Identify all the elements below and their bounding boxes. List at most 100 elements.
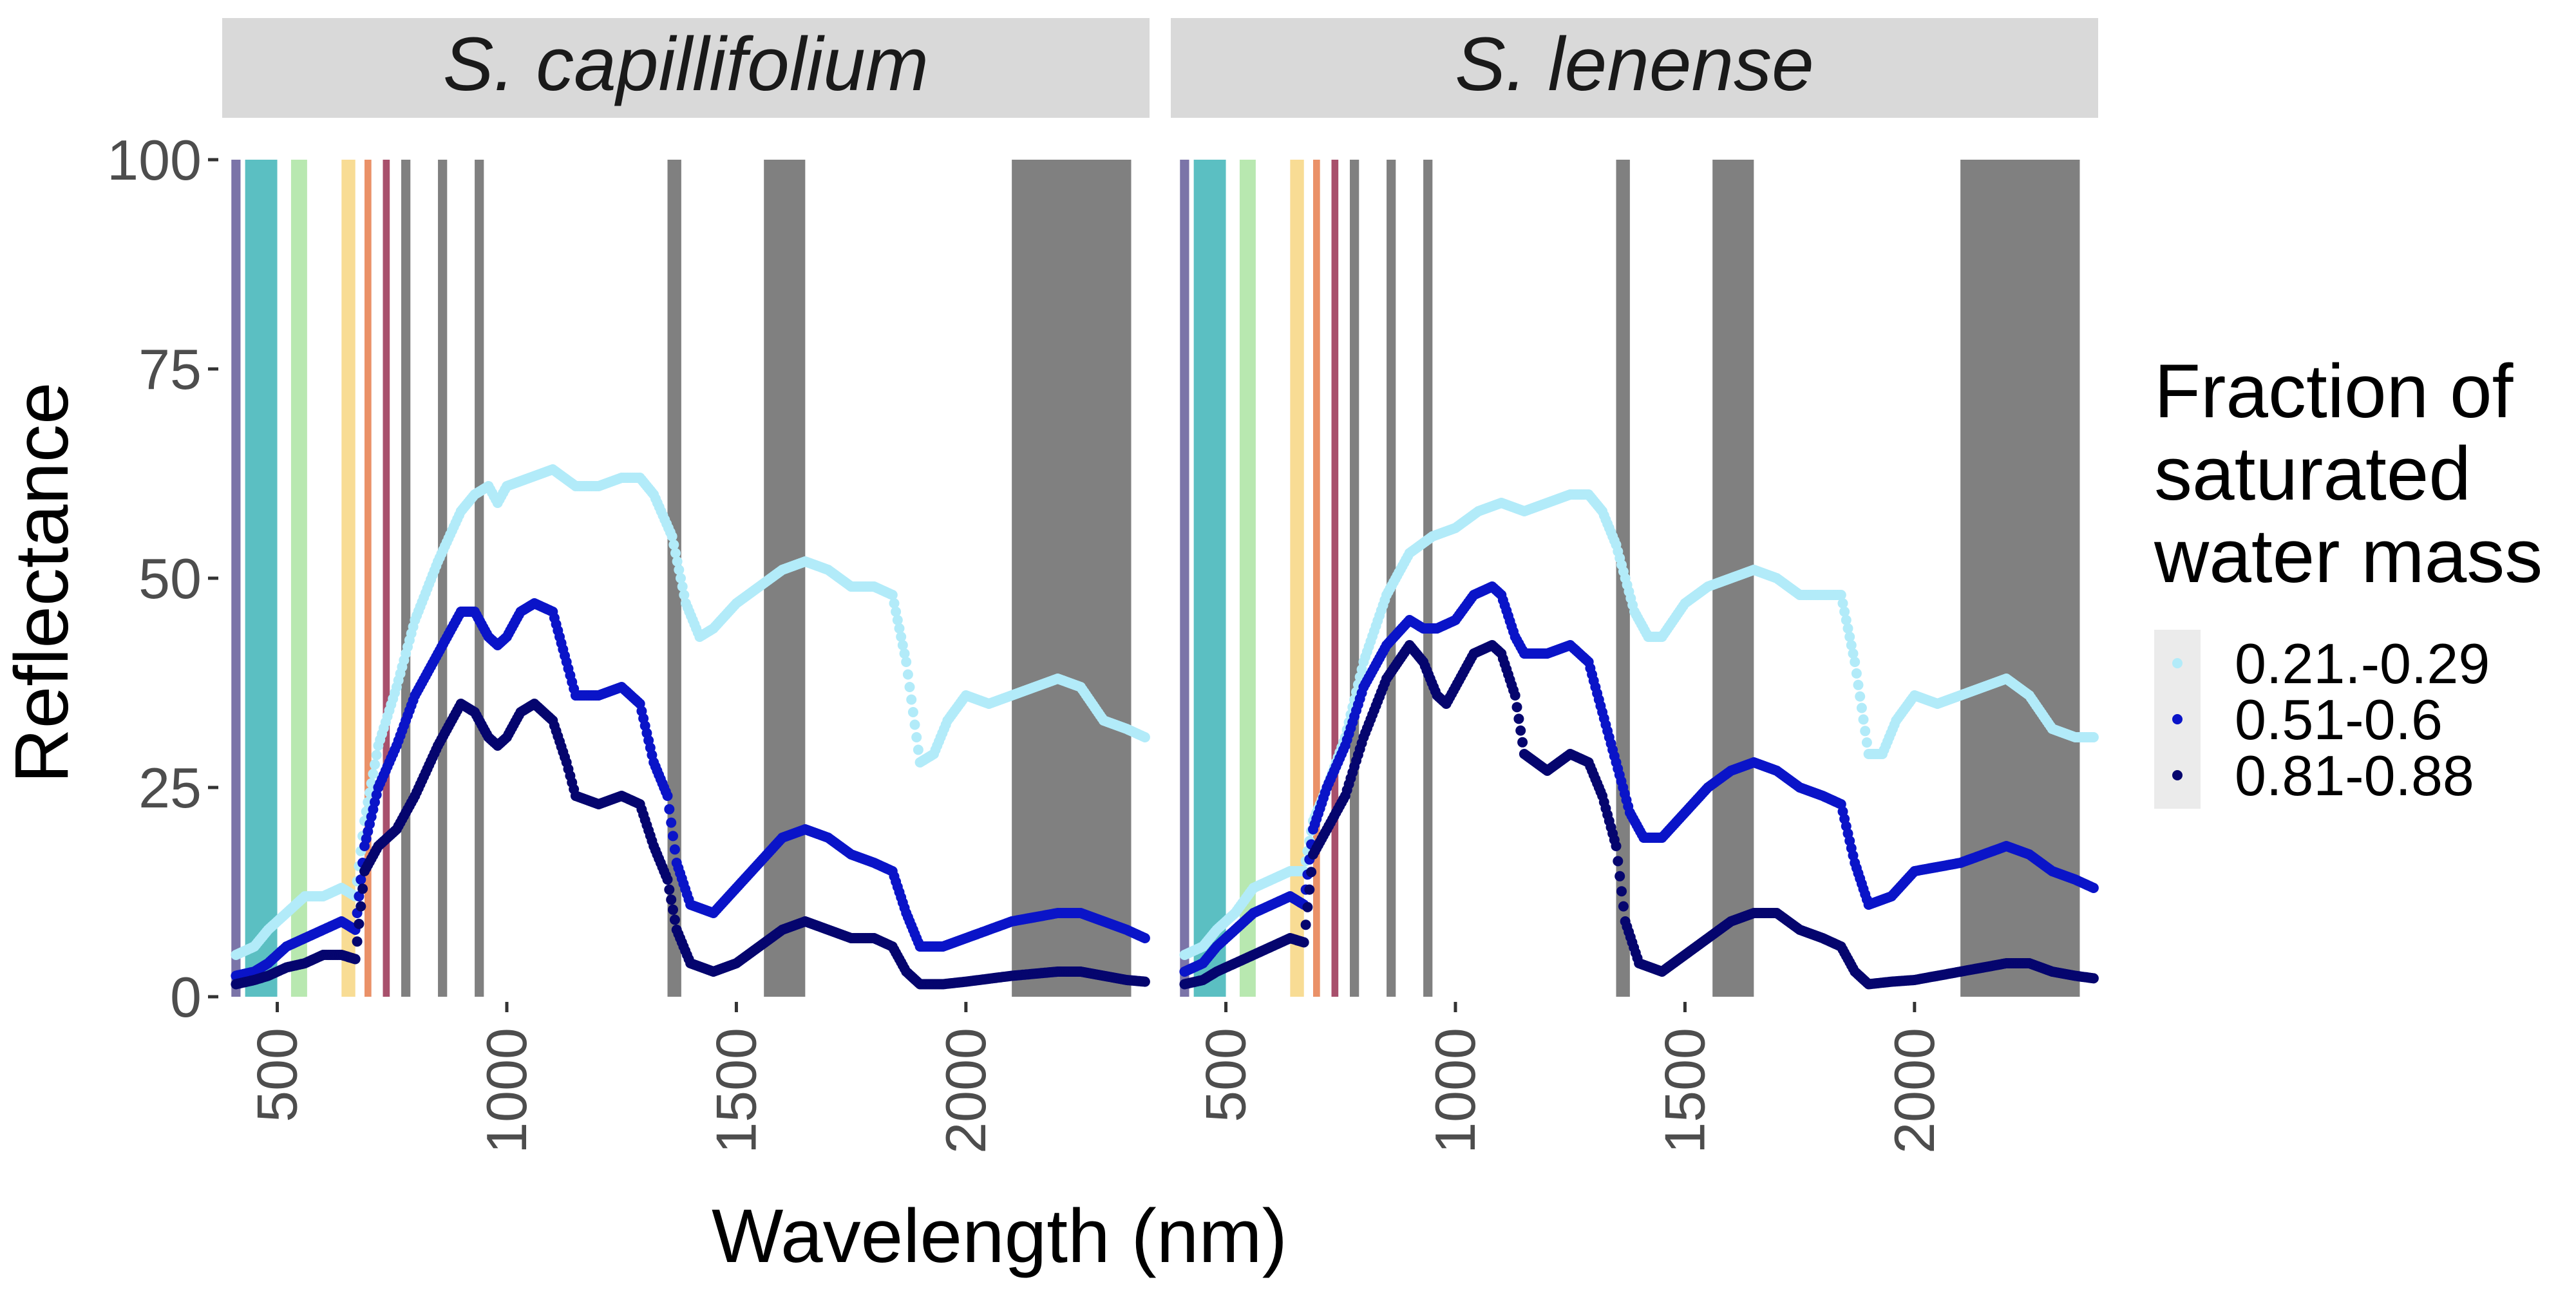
- data-point: [1853, 679, 1864, 690]
- y-tick-label: 50: [138, 547, 202, 610]
- series: [231, 699, 1150, 990]
- spectral-band: [1239, 160, 1256, 997]
- spectral-band: [290, 160, 307, 997]
- x-tick-label: 2000: [1882, 1028, 1946, 1154]
- data-point: [672, 556, 683, 567]
- x-tick-label: 1000: [475, 1028, 538, 1154]
- data-point: [677, 581, 688, 592]
- spectral-band: [364, 160, 372, 997]
- facet-strip: [1171, 18, 2098, 118]
- series: [1179, 640, 2099, 990]
- data-point: [1855, 691, 1866, 702]
- series: [231, 598, 1150, 981]
- data-point: [896, 632, 907, 642]
- data-point: [1306, 867, 1317, 878]
- data-point: [668, 831, 678, 842]
- data-point: [370, 759, 380, 770]
- data-point: [1139, 933, 1150, 943]
- data-point: [350, 954, 361, 965]
- data-point: [2088, 732, 2099, 742]
- x-tick-label: 2000: [934, 1028, 998, 1154]
- data-point: [1837, 598, 1848, 608]
- data-point: [1850, 657, 1861, 667]
- data-point: [354, 918, 365, 929]
- legend-key: [2172, 770, 2183, 780]
- spectral-band: [667, 160, 681, 997]
- spectral-band: [401, 160, 411, 997]
- data-point: [1510, 690, 1520, 701]
- data-point: [662, 874, 673, 885]
- data-point: [2088, 883, 2099, 893]
- data-point: [1300, 919, 1311, 930]
- spectral-band: [1180, 160, 1189, 997]
- spectral-band: [341, 160, 355, 997]
- spectral-band: [438, 160, 448, 997]
- data-point: [676, 573, 686, 583]
- y-tick-label: 0: [170, 965, 202, 1029]
- data-point: [1858, 714, 1869, 725]
- data-point: [355, 901, 366, 912]
- series: [231, 464, 1150, 960]
- data-point: [668, 904, 678, 915]
- data-point: [674, 565, 685, 575]
- data-point: [1615, 871, 1625, 881]
- spectral-band: [1193, 160, 1226, 997]
- data-point: [666, 894, 677, 905]
- spectral-band: [383, 160, 390, 997]
- data-point: [1861, 737, 1872, 748]
- data-point: [902, 669, 913, 680]
- data-point: [892, 615, 903, 625]
- spectral-band: [245, 160, 278, 997]
- legend-title-line: Fraction of: [2154, 349, 2514, 434]
- spectral-band: [475, 160, 484, 997]
- data-point: [1856, 702, 1867, 713]
- data-point: [368, 768, 379, 779]
- data-point: [909, 719, 920, 730]
- data-point: [1139, 732, 1150, 742]
- data-point: [891, 607, 902, 617]
- data-point: [352, 936, 363, 947]
- data-point: [1842, 623, 1853, 634]
- data-point: [667, 531, 677, 542]
- data-point: [1860, 726, 1871, 737]
- y-tick-label: 75: [138, 337, 202, 401]
- data-point: [1851, 668, 1862, 679]
- data-point: [1618, 901, 1629, 912]
- data-point: [1515, 725, 1526, 736]
- spectral-band: [1012, 160, 1132, 997]
- spectral-band: [1312, 160, 1320, 997]
- data-point: [1298, 937, 1309, 948]
- y-tick-label: 100: [107, 128, 202, 192]
- data-point: [899, 648, 910, 659]
- x-tick-label: 1000: [1423, 1028, 1487, 1154]
- facet-strip-label: S. capillifolium: [443, 22, 929, 107]
- spectral-band: [1350, 160, 1359, 997]
- data-point: [1848, 648, 1859, 659]
- data-point: [1302, 901, 1313, 912]
- data-point: [664, 884, 675, 895]
- legend-label: 0.21.-0.29: [2235, 632, 2490, 695]
- data-point: [1616, 886, 1627, 897]
- data-point: [2088, 973, 2099, 984]
- data-point: [889, 598, 900, 608]
- data-point: [887, 590, 898, 600]
- x-tick-label: 500: [1194, 1028, 1258, 1122]
- spectral-band: [231, 160, 241, 997]
- data-point: [1841, 615, 1852, 625]
- data-point: [371, 749, 382, 760]
- data-point: [904, 682, 915, 692]
- legend-title-line: water mass: [2154, 514, 2543, 599]
- spectral-band: [1423, 160, 1433, 997]
- data-point: [669, 844, 680, 855]
- data-point: [1835, 590, 1846, 600]
- data-point: [1511, 702, 1522, 713]
- facet-panel: S. capillifolium 500 1000 1500 2000: [222, 18, 1150, 1154]
- data-point: [1517, 737, 1528, 748]
- data-point: [1613, 856, 1624, 867]
- data-point: [1513, 713, 1524, 724]
- spectral-band: [1290, 160, 1304, 997]
- x-tick-label: 1500: [704, 1028, 768, 1154]
- data-point: [1839, 607, 1850, 617]
